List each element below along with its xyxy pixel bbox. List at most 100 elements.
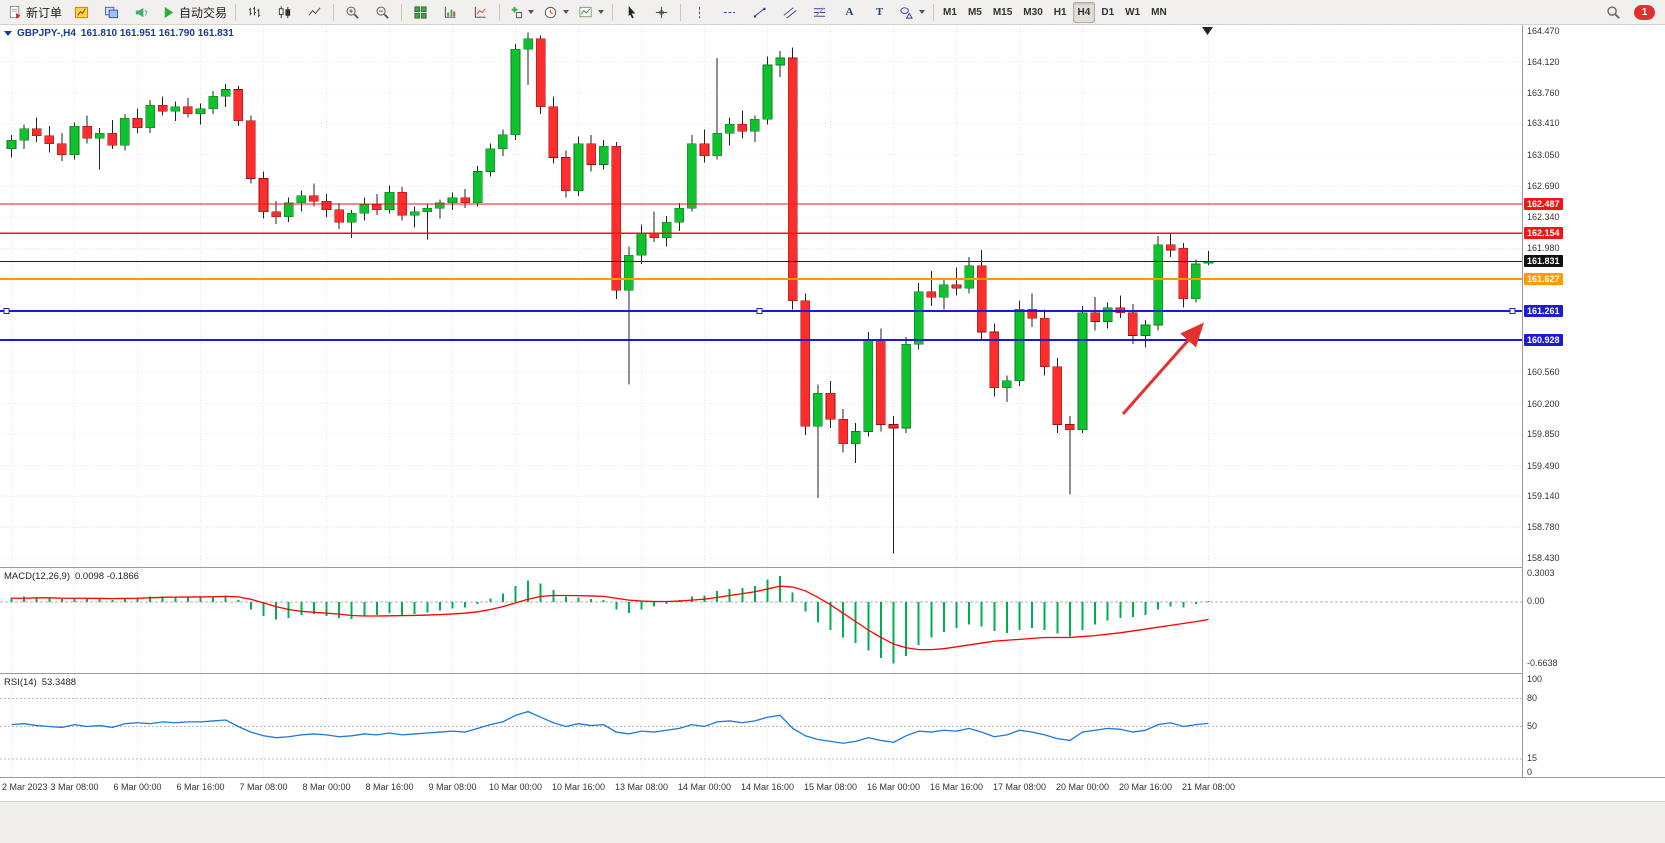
price-tick-label: 163.410 [1527, 118, 1560, 129]
price-tick-label: 162.690 [1527, 181, 1560, 192]
charts-button[interactable] [67, 1, 96, 24]
tile-windows-button[interactable] [406, 1, 435, 24]
time-label: 16 Mar 16:00 [929, 782, 984, 792]
macd-panel[interactable]: MACD(12,26,9) 0.0098 -0.1866 [0, 567, 1522, 673]
timeframe-M30[interactable]: M30 [1023, 6, 1043, 18]
macd-histogram [10, 575, 1210, 664]
price-axis[interactable]: 164.470 164.120 163.760 163.410 163.050 162.6… [1522, 25, 1665, 777]
label-tool-icon: T [875, 6, 884, 18]
macd-axis-label: -0.6638 [1527, 658, 1558, 668]
timeframe-H1[interactable]: H1 [1053, 6, 1067, 18]
search-button[interactable] [1599, 1, 1628, 24]
macd-signal-line [11, 585, 1209, 651]
line-chart-button[interactable] [300, 1, 329, 24]
price-tick-label: 164.470 [1527, 26, 1560, 36]
time-label: 14 Mar 00:00 [677, 782, 732, 792]
price-tick-label: 160.560 [1527, 367, 1560, 378]
candles-series [6, 32, 1214, 554]
line-handle[interactable] [756, 307, 763, 314]
time-label: 9 Mar 08:00 [428, 782, 477, 792]
autotrade-icon [161, 5, 176, 20]
macd-canvas[interactable] [0, 568, 1522, 673]
vertical-line-tool-button[interactable] [685, 1, 714, 24]
timeframe-D1[interactable]: D1 [1101, 6, 1115, 18]
profiles-button[interactable] [97, 1, 126, 24]
bar-chart-button[interactable] [240, 1, 269, 24]
toolbar-separator [333, 3, 335, 21]
dropdown-arrow-icon[interactable] [919, 10, 926, 14]
zoom-out-icon [375, 5, 390, 20]
toolbar-right: 1 [1599, 1, 1661, 24]
ohlc-values: 161.810 161.951 161.790 161.831 [80, 28, 234, 39]
timeframe-MN[interactable]: MN [1151, 6, 1167, 18]
time-axis[interactable]: 2 Mar 2023 3 Mar 08:00 6 Mar 00:00 6 Mar 16… [0, 777, 1665, 801]
line-handle[interactable] [3, 307, 10, 314]
period-selector-button[interactable] [539, 1, 573, 24]
notifications-badge[interactable]: 1 [1634, 4, 1655, 20]
timeframe-M1[interactable]: M1 [943, 6, 957, 18]
time-label: 8 Mar 16:00 [365, 782, 414, 792]
time-label: 20 Mar 16:00 [1118, 782, 1173, 792]
text-tool-button[interactable]: A [835, 1, 864, 24]
main-chart-canvas[interactable] [0, 25, 1522, 567]
label-tool-button[interactable]: T [865, 1, 894, 24]
chart-shift-marker[interactable] [1202, 27, 1213, 35]
crosshair-tool-button[interactable] [647, 1, 676, 24]
horizontal-line-tool-button[interactable] [715, 1, 744, 24]
toolbar-separator [680, 3, 682, 21]
timeframe-M15[interactable]: M15 [992, 6, 1013, 18]
crosshair-icon [654, 5, 669, 20]
cursor-tool-button[interactable] [617, 1, 646, 24]
rsi-panel[interactable]: RSI(14) 53.3488 [0, 673, 1522, 777]
alerts-button[interactable] [127, 1, 156, 24]
time-label: 13 Mar 08:00 [614, 782, 669, 792]
rsi-name: RSI(14) [4, 677, 37, 688]
trendline-tool-button[interactable] [745, 1, 774, 24]
timeframe-M5[interactable]: M5 [967, 6, 982, 18]
timeframe-H4[interactable]: H4 [1072, 1, 1096, 23]
one-click-trading-expand-icon[interactable] [4, 31, 12, 36]
new-order-button[interactable]: 新订单 [4, 1, 66, 24]
price-tick-label: 159.490 [1527, 460, 1560, 471]
time-label: 21 Mar 08:00 [1181, 782, 1236, 792]
rsi-canvas[interactable] [0, 674, 1522, 777]
macd-axis-label: 0.00 [1527, 596, 1545, 606]
dropdown-arrow-icon[interactable] [598, 10, 605, 14]
alerts-icon [134, 5, 149, 20]
time-label: 6 Mar 00:00 [113, 782, 162, 792]
toolbar-separator [499, 3, 501, 21]
time-label: 10 Mar 16:00 [551, 782, 606, 792]
dropdown-arrow-icon[interactable] [563, 10, 570, 14]
auto-scroll-button[interactable] [466, 1, 495, 24]
time-label: 8 Mar 00:00 [302, 782, 351, 792]
price-tick-label: 163.050 [1527, 149, 1560, 160]
price-tick-label: 163.760 [1527, 87, 1560, 98]
trend-arrow-annotation[interactable] [1121, 322, 1204, 415]
time-label: 16 Mar 00:00 [866, 782, 921, 792]
rsi-axis-label: 80 [1527, 692, 1538, 703]
new-order-icon [8, 5, 23, 20]
dropdown-arrow-icon[interactable] [528, 10, 535, 14]
trend-icon [752, 5, 767, 20]
channel-tool-button[interactable] [775, 1, 804, 24]
text-tool-icon: A [845, 6, 854, 18]
zoom-out-button[interactable] [368, 1, 397, 24]
new-chart-button[interactable] [504, 1, 538, 24]
template-icon [578, 5, 593, 20]
fibonacci-tool-button[interactable] [805, 1, 834, 24]
toolbar-separator [401, 3, 403, 21]
template-selector-button[interactable] [574, 1, 608, 24]
grid [0, 25, 1522, 567]
line-handle[interactable] [1509, 307, 1516, 314]
rsi-axis-label: 50 [1527, 720, 1538, 731]
candlestick-chart-button[interactable] [270, 1, 299, 24]
shapes-tool-button[interactable] [895, 1, 929, 24]
timeframe-W1[interactable]: W1 [1125, 6, 1141, 18]
profiles-icon [104, 5, 119, 20]
price-tick-label: 159.140 [1527, 491, 1560, 502]
price-chart-panel[interactable]: GBPJPY-,H4 161.810 161.951 161.790 161.8… [0, 25, 1522, 567]
auto-trading-button[interactable]: 自动交易 [157, 1, 231, 24]
arrange-charts-button[interactable] [436, 1, 465, 24]
zoom-in-button[interactable] [338, 1, 367, 24]
chartaxes-icon [443, 5, 458, 20]
